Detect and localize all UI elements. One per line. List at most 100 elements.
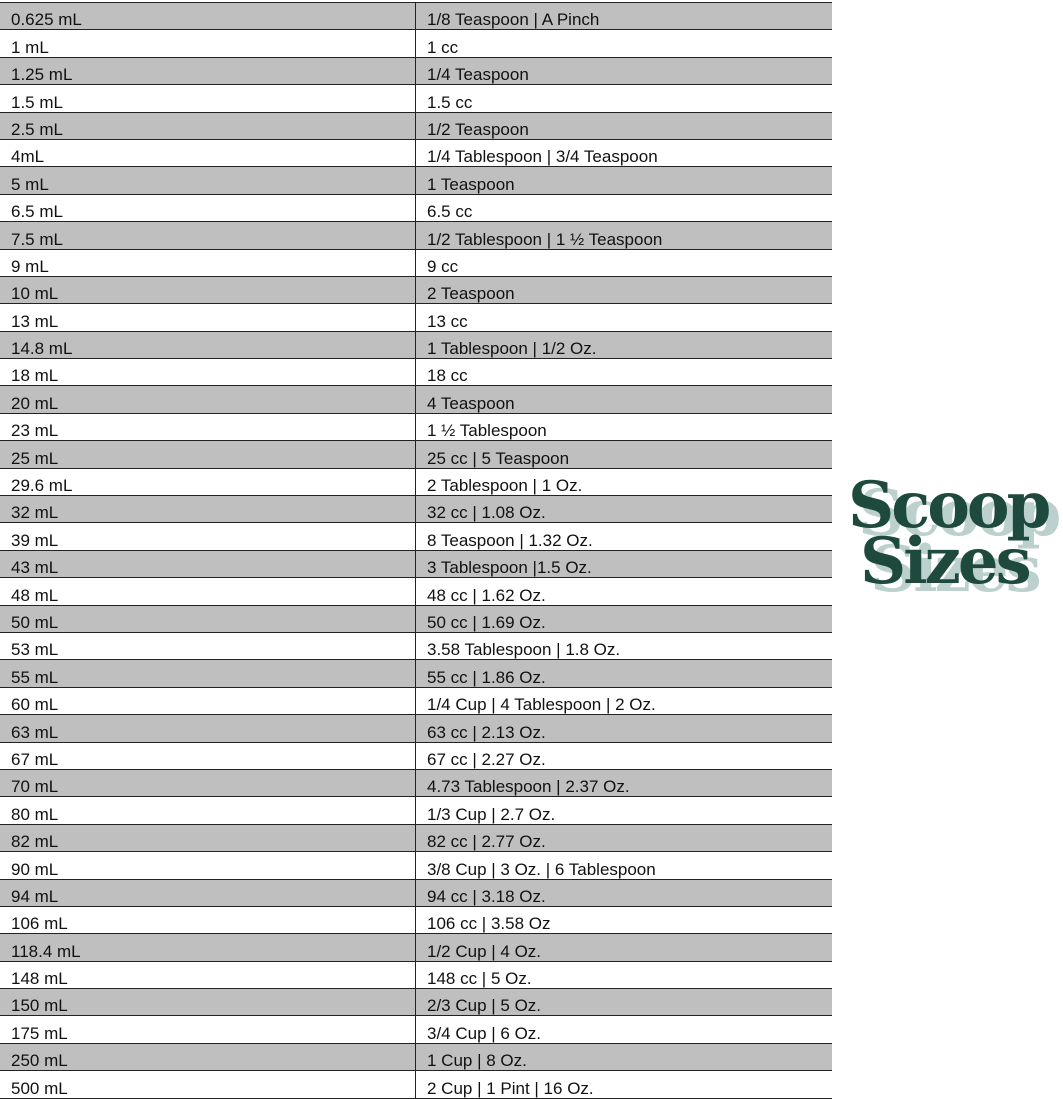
equivalent-cell: 3/4 Cup | 6 Oz. xyxy=(415,1015,832,1044)
table-row: 43 mL 3 Tablespoon |1.5 Oz. xyxy=(0,549,832,579)
table-row: 32 mL 32 cc | 1.08 Oz. xyxy=(0,495,832,524)
table-row: 106 mL 106 cc | 3.58 Oz xyxy=(0,905,832,935)
equivalent-cell: 3 Tablespoon |1.5 Oz. xyxy=(415,549,832,579)
ml-cell: 55 mL xyxy=(0,659,416,688)
equivalent-cell: 18 cc xyxy=(415,358,832,387)
equivalent-cell: 1 Teaspoon xyxy=(415,166,832,195)
ml-cell: 20 mL xyxy=(0,385,416,414)
ml-cell: 9 mL xyxy=(0,248,416,277)
ml-cell: 0.625 mL xyxy=(0,1,416,31)
equivalent-cell: 13 cc xyxy=(415,303,832,332)
ml-cell: 118.4 mL xyxy=(0,933,416,962)
ml-cell: 106 mL xyxy=(0,905,416,935)
equivalent-cell: 82 cc | 2.77 Oz. xyxy=(415,823,832,853)
table-row: 39 mL 8 Teaspoon | 1.32 Oz. xyxy=(0,522,832,551)
equivalent-cell: 3/8 Cup | 3 Oz. | 6 Tablespoon xyxy=(415,851,832,880)
equivalent-cell: 3.58 Tablespoon | 1.8 Oz. xyxy=(415,631,832,661)
table-row: 13 mL 13 cc xyxy=(0,303,832,332)
equivalent-cell: 48 cc | 1.62 Oz. xyxy=(415,577,832,606)
table-row: 4mL 1/4 Tablespoon | 3/4 Teaspoon xyxy=(0,138,832,168)
table-row: 67 mL 67 cc | 2.27 Oz. xyxy=(0,741,832,770)
ml-cell: 150 mL xyxy=(0,988,416,1017)
table-row: 23 mL 1 ½ Tablespoon xyxy=(0,412,832,442)
ml-cell: 32 mL xyxy=(0,495,416,524)
ml-cell: 500 mL xyxy=(0,1070,416,1099)
table-row: 9 mL 9 cc xyxy=(0,248,832,277)
equivalent-cell: 4.73 Tablespoon | 2.37 Oz. xyxy=(415,768,832,798)
ml-cell: 7.5 mL xyxy=(0,221,416,250)
equivalent-cell: 1/4 Cup | 4 Tablespoon | 2 Oz. xyxy=(415,686,832,716)
ml-cell: 4mL xyxy=(0,138,416,168)
table-row: 6.5 mL 6.5 cc xyxy=(0,193,832,223)
ml-cell: 148 mL xyxy=(0,960,416,990)
table-row: 70 mL 4.73 Tablespoon | 2.37 Oz. xyxy=(0,768,832,798)
equivalent-cell: 1/2 Teaspoon xyxy=(415,111,832,140)
equivalent-cell: 2 Tablespoon | 1 Oz. xyxy=(415,467,832,497)
ml-cell: 29.6 mL xyxy=(0,467,416,497)
ml-cell: 90 mL xyxy=(0,851,416,880)
scoop-size-table: 0.625 mL 1/8 Teaspoon | A Pinch 1 mL 1 cc 1.… xyxy=(0,1,832,1099)
equivalent-cell: 1/4 Tablespoon | 3/4 Teaspoon xyxy=(415,138,832,168)
equivalent-cell: 9 cc xyxy=(415,248,832,277)
table-row: 175 mL 3/4 Cup | 6 Oz. xyxy=(0,1015,832,1044)
ml-cell: 48 mL xyxy=(0,577,416,606)
equivalent-cell: 2 Cup | 1 Pint | 16 Oz. xyxy=(415,1070,832,1099)
table-row: 90 mL 3/8 Cup | 3 Oz. | 6 Tablespoon xyxy=(0,851,832,880)
ml-cell: 175 mL xyxy=(0,1015,416,1044)
table-row: 25 mL 25 cc | 5 Teaspoon xyxy=(0,440,832,469)
ml-cell: 1.5 mL xyxy=(0,84,416,113)
equivalent-cell: 32 cc | 1.08 Oz. xyxy=(415,495,832,524)
equivalent-cell: 1 cc xyxy=(415,29,832,58)
equivalent-cell: 2 Teaspoon xyxy=(415,275,832,305)
ml-cell: 25 mL xyxy=(0,440,416,469)
ml-cell: 1 mL xyxy=(0,29,416,58)
table-row: 1.5 mL 1.5 cc xyxy=(0,84,832,113)
equivalent-cell: 50 cc | 1.69 Oz. xyxy=(415,604,832,633)
table-row: 29.6 mL 2 Tablespoon | 1 Oz. xyxy=(0,467,832,497)
ml-cell: 82 mL xyxy=(0,823,416,853)
table-row: 20 mL 4 Teaspoon xyxy=(0,385,832,414)
equivalent-cell: 8 Teaspoon | 1.32 Oz. xyxy=(415,522,832,551)
equivalent-cell: 1 Tablespoon | 1/2 Oz. xyxy=(415,330,832,360)
table-row: 82 mL 82 cc | 2.77 Oz. xyxy=(0,823,832,853)
ml-cell: 13 mL xyxy=(0,303,416,332)
equivalent-cell: 67 cc | 2.27 Oz. xyxy=(415,741,832,770)
table-row: 118.4 mL 1/2 Cup | 4 Oz. xyxy=(0,933,832,962)
equivalent-cell: 1/3 Cup | 2.7 Oz. xyxy=(415,796,832,825)
equivalent-cell: 1/2 Tablespoon | 1 ½ Teaspoon xyxy=(415,221,832,250)
equivalent-cell: 4 Teaspoon xyxy=(415,385,832,414)
table-row: 148 mL 148 cc | 5 Oz. xyxy=(0,960,832,990)
ml-cell: 60 mL xyxy=(0,686,416,716)
ml-cell: 80 mL xyxy=(0,796,416,825)
ml-cell: 39 mL xyxy=(0,522,416,551)
logo-line-1: Scoop xyxy=(848,468,1051,543)
equivalent-cell: 2/3 Cup | 5 Oz. xyxy=(415,988,832,1017)
equivalent-cell: 55 cc | 1.86 Oz. xyxy=(415,659,832,688)
ml-cell: 67 mL xyxy=(0,741,416,770)
equivalent-cell: 94 cc | 3.18 Oz. xyxy=(415,878,832,907)
ml-cell: 94 mL xyxy=(0,878,416,907)
ml-cell: 23 mL xyxy=(0,412,416,442)
table-row: 0.625 mL 1/8 Teaspoon | A Pinch xyxy=(0,1,832,31)
ml-cell: 5 mL xyxy=(0,166,416,195)
equivalent-cell: 6.5 cc xyxy=(415,193,832,223)
equivalent-cell: 1/4 Teaspoon xyxy=(415,56,832,86)
equivalent-cell: 1/8 Teaspoon | A Pinch xyxy=(415,1,832,31)
ml-cell: 43 mL xyxy=(0,549,416,579)
table-row: 18 mL 18 cc xyxy=(0,358,832,387)
table-row: 80 mL 1/3 Cup | 2.7 Oz. xyxy=(0,796,832,825)
ml-cell: 250 mL xyxy=(0,1042,416,1072)
equivalent-cell: 1/2 Cup | 4 Oz. xyxy=(415,933,832,962)
equivalent-cell: 1 Cup | 8 Oz. xyxy=(415,1042,832,1072)
table-row: 10 mL 2 Teaspoon xyxy=(0,275,832,305)
ml-cell: 63 mL xyxy=(0,714,416,743)
logo-line-2: Sizes xyxy=(860,524,1032,599)
table-row: 250 mL 1 Cup | 8 Oz. xyxy=(0,1042,832,1072)
table-row: 500 mL 2 Cup | 1 Pint | 16 Oz. xyxy=(0,1070,832,1099)
table-row: 53 mL 3.58 Tablespoon | 1.8 Oz. xyxy=(0,631,832,661)
table-row: 150 mL 2/3 Cup | 5 Oz. xyxy=(0,988,832,1017)
table-row: 2.5 mL 1/2 Teaspoon xyxy=(0,111,832,140)
table-row: 63 mL 63 cc | 2.13 Oz. xyxy=(0,714,832,743)
table-row: 5 mL 1 Teaspoon xyxy=(0,166,832,195)
ml-cell: 70 mL xyxy=(0,768,416,798)
